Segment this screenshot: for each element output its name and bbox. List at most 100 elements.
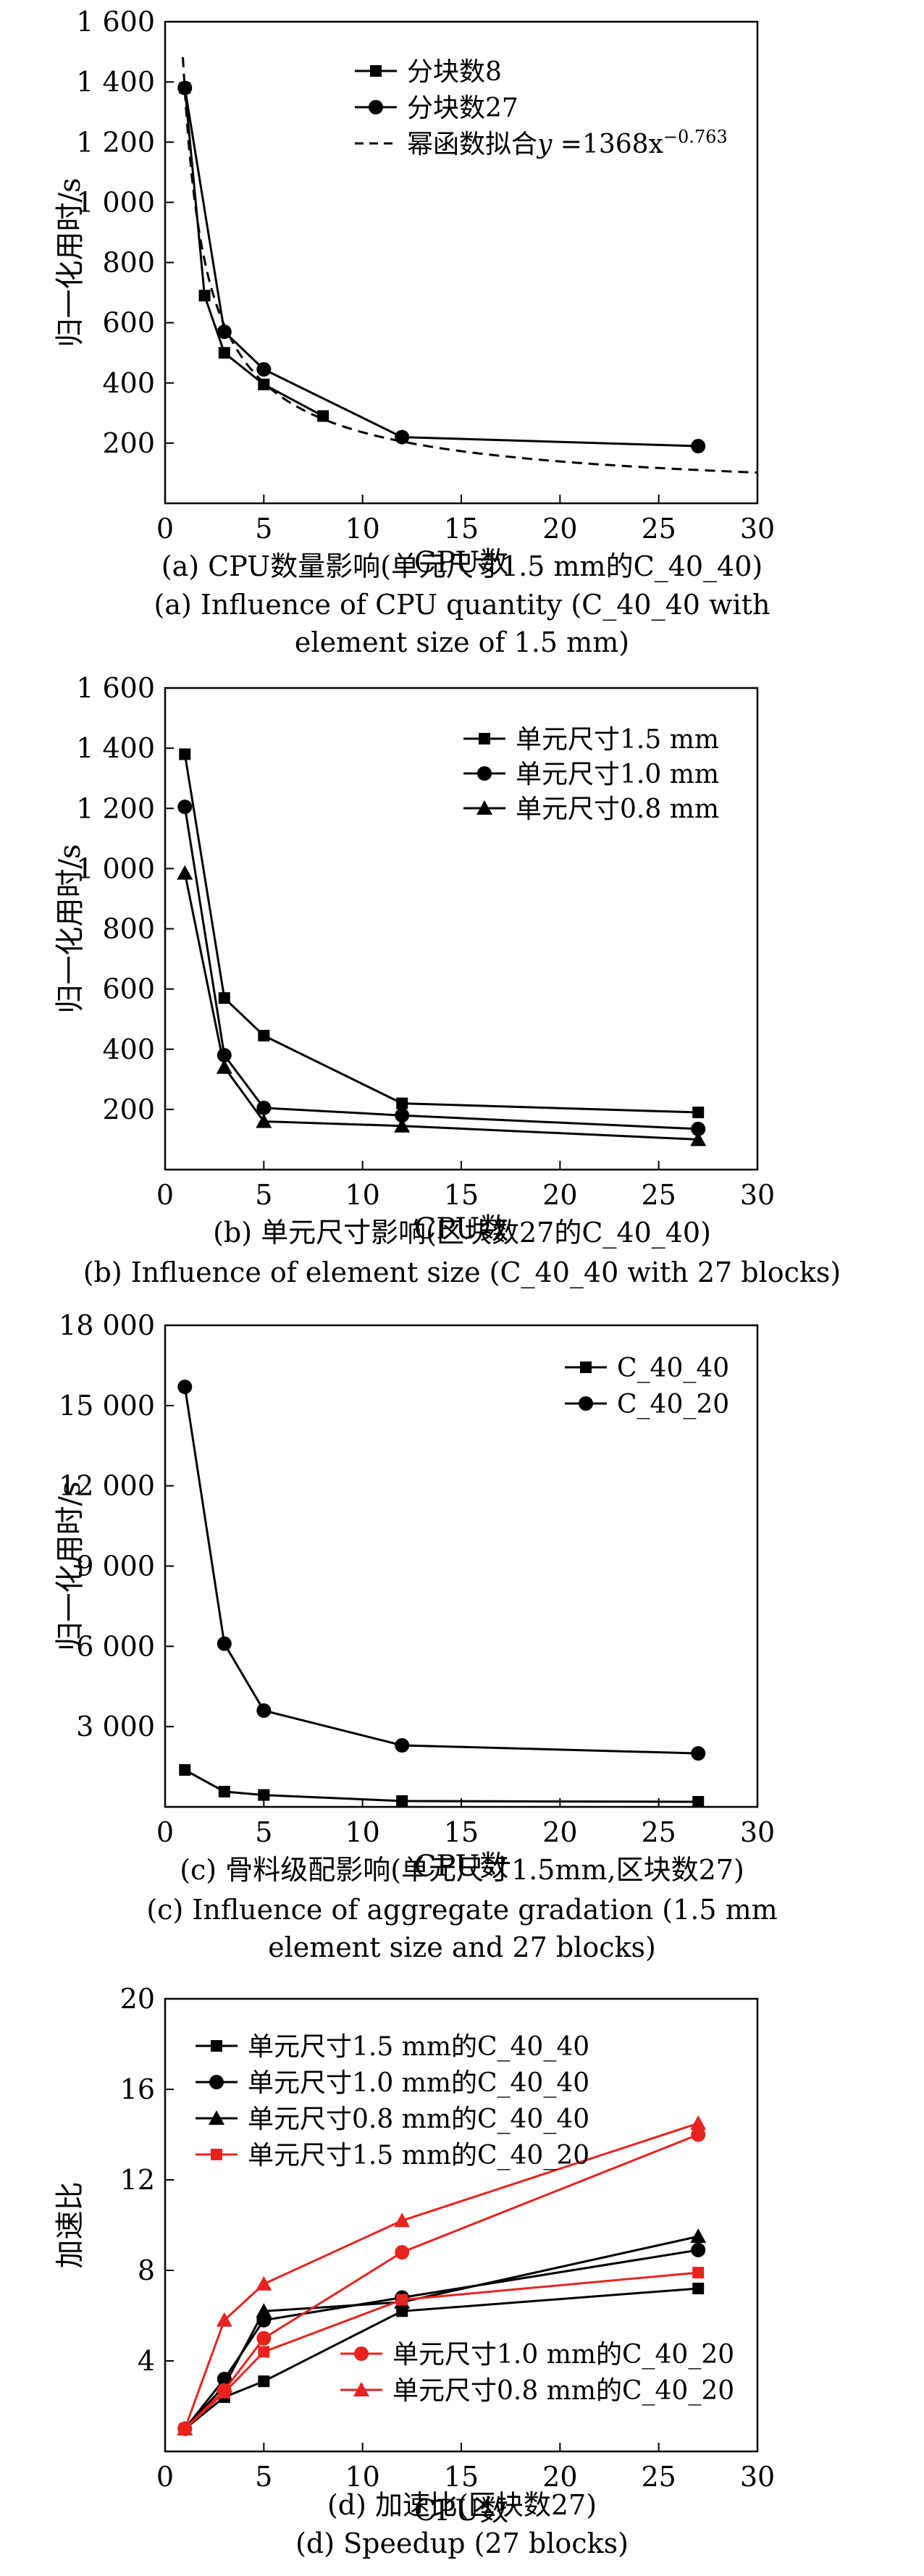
data-point [395,1108,410,1123]
y-tick-label: 3 000 [76,1711,155,1742]
chart-c: 0 5 10 15 20 25 30 3 000 6 000 9 000 12 000 15 000 1… [54,1309,778,1963]
y-tick-label: 1 200 [76,126,155,158]
x-tick-label: 0 [156,1179,174,1211]
data-point [691,2242,706,2257]
x-tick-label: 5 [255,1179,272,1211]
legend-item: 分块数27 [355,93,518,123]
caption-en: (c) Influence of aggregate gradation (1.… [146,1894,777,1926]
x-tick-label: 0 [156,2461,174,2493]
data-point [691,1746,706,1761]
y-axis-label: 归一化用时/s [54,177,87,347]
y-tick-label: 200 [102,427,155,459]
series-line-3 [183,873,699,1141]
data-point [258,2375,270,2388]
legend-label: 单元尺寸0.8 mm的C_40_40 [248,2105,589,2134]
data-point [216,2312,232,2327]
caption-en: (a) Influence of CPU quantity (C_40_40 w… [154,589,770,621]
plot-area [177,1379,706,1807]
series-line-2 [183,806,699,1130]
data-point [217,1636,232,1651]
legend-label: 单元尺寸0.8 mm的C_40_20 [392,2376,734,2406]
data-point [258,1789,270,1801]
data-point [317,410,329,422]
legend-item: 单元尺寸1.0 mm [463,760,719,789]
data-point [256,2330,272,2346]
data-point [217,2383,232,2398]
legend-item: 单元尺寸1.0 mm的C_40_40 [196,2068,589,2098]
y-tick-label: 8 [138,2254,155,2286]
legend-item: 单元尺寸1.0 mm的C_40_20 [340,2340,734,2370]
legend-item: 单元尺寸0.8 mm [463,794,719,824]
y-axis-label: 归一化用时/s [54,844,87,1013]
x-tick-label: 0 [156,1816,174,1848]
legend-item: C_40_40 [565,1354,729,1383]
data-point [256,362,272,377]
x-tick-label: 30 [740,2461,775,2493]
y-tick-label: 1 600 [76,672,155,704]
data-point [177,2420,193,2436]
y-tick-label: 1 600 [76,6,155,38]
y-tick-label: 200 [102,1094,155,1125]
legend-label: 单元尺寸0.8 mm [516,794,719,824]
data-point [198,290,211,302]
x-tick-label: 10 [345,2461,379,2493]
y-axis-label: 归一化用时/s [54,1481,87,1650]
legend-label: 单元尺寸1.5 mm的C_40_40 [248,2032,589,2062]
data-point [394,2212,411,2228]
x-tick-label: 15 [444,1816,479,1848]
x-tick-label: 25 [641,1179,676,1211]
data-point [256,2275,272,2291]
data-point [218,992,230,1004]
plot-area [177,2115,707,2436]
data-point [690,2115,707,2130]
legend-label: 分块数8 [407,57,502,87]
data-point [692,2267,705,2279]
legend-label: 分块数27 [407,93,518,123]
y-tick-label: 1 000 [76,852,155,884]
legend-label: 单元尺寸1.0 mm的C_40_40 [248,2068,589,2098]
x-tick-label: 25 [641,513,676,545]
data-point [258,2346,270,2358]
caption-cn: (b) 单元尺寸影响(区块数27的C_40_40) [213,1217,711,1249]
data-point [258,378,270,390]
legend-item: 分块数8 [355,57,502,87]
legend-label: 单元尺寸1.5 mm [516,725,719,755]
data-point [256,1703,272,1718]
caption-en: (d) Speedup (27 blocks) [295,2527,629,2559]
legend-label: 单元尺寸1.0 mm [516,760,719,789]
legend-item: 单元尺寸1.5 mm [463,725,719,755]
legend-marker [211,2040,222,2052]
data-point [218,347,230,359]
x-tick-label: 20 [542,1179,577,1211]
legend-label: C_40_20 [617,1390,729,1419]
y-tick-label: 1 400 [76,66,155,98]
x-axis-label: CPU数 [414,1850,509,1883]
x-tick-label: 5 [255,1816,272,1848]
legend-marker [479,733,490,744]
legend-item: 单元尺寸0.8 mm的C_40_40 [196,2105,589,2134]
legend-marker [209,2110,224,2125]
x-axis-label: CPU数 [414,546,509,579]
legend-marker [580,1362,592,1373]
y-tick-label: 18 000 [59,1309,155,1341]
legend-marker [579,1396,593,1411]
data-point [690,2228,707,2244]
data-point [179,1764,191,1776]
caption-en: element size and 27 blocks) [268,1931,656,1963]
legend-label: C_40_40 [617,1354,729,1383]
data-point [691,439,706,454]
caption-en: element size of 1.5 mm) [295,626,629,658]
caption-cn: (a) CPU数量影响(单元尺寸1.5 mm的C_40_40) [161,550,763,583]
data-point [395,2245,410,2260]
data-point [179,748,191,760]
legend-item: 幂函数拟合y =1368x−0.763 [355,127,728,159]
legend-item: C_40_20 [565,1390,729,1419]
x-tick-label: 15 [444,1179,479,1211]
y-tick-label: 1 200 [76,792,155,824]
chart-d: 0 5 10 15 20 25 30 4 8 12 16 20 CPU数 加速比 单元尺寸1.5 mm的C_… [54,1983,775,2559]
y-tick-label: 1 400 [76,732,155,764]
data-point [177,800,193,815]
x-tick-label: 30 [740,513,775,545]
legend-label: 单元尺寸1.0 mm的C_40_20 [392,2340,734,2370]
data-point [692,1795,705,1807]
